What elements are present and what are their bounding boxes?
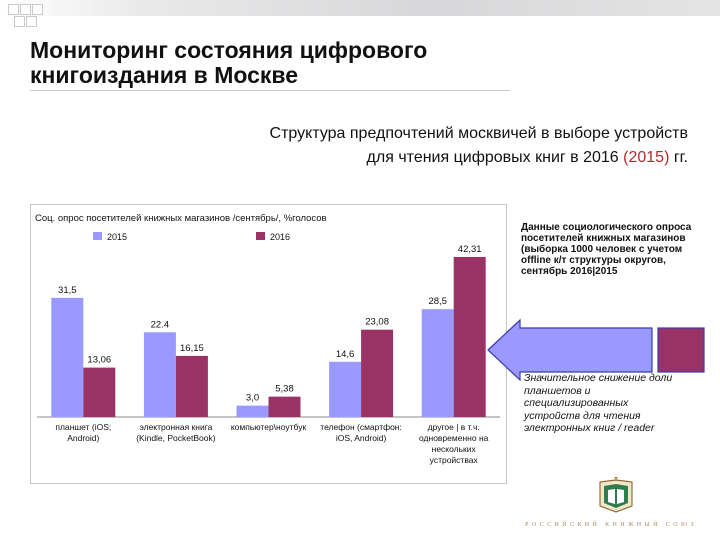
subtitle-year-2015: (2015)	[623, 149, 670, 166]
legend-label: 2015	[107, 232, 127, 242]
decorative-square	[32, 4, 43, 15]
subtitle-line-1: Структура предпочтений москвичей в выбор…	[269, 125, 688, 142]
category-label: телефон (смартфон:	[320, 422, 402, 432]
category-label: электронная книга	[139, 422, 212, 432]
bar	[143, 332, 176, 417]
chart-canvas: Соц. опрос посетителей книжных магазинов…	[35, 213, 500, 465]
decorative-header-bar	[0, 0, 720, 16]
slide-title: Мониторинг состояния цифрового книгоизда…	[30, 37, 428, 88]
data-label: 14,6	[336, 349, 355, 360]
survey-bar-chart: Соц. опрос посетителей книжных магазинов…	[30, 204, 507, 484]
decorative-square	[8, 4, 19, 15]
category-label: нескольких	[432, 444, 477, 454]
legend-swatch-2016	[657, 327, 705, 373]
bar	[421, 309, 454, 417]
category-label: Android)	[67, 433, 99, 443]
bar	[51, 297, 84, 417]
survey-source-note: Данные социологического опроса посетител…	[521, 222, 692, 277]
data-label: 5,38	[275, 384, 294, 395]
legend-label: 2016	[270, 232, 290, 242]
bar	[236, 405, 269, 417]
legend-swatch	[93, 232, 102, 240]
category-label: устройствах	[430, 455, 479, 465]
data-label: 22.4	[151, 319, 170, 330]
data-label: 16,15	[180, 343, 204, 354]
bar	[329, 361, 362, 417]
decline-note: Значительное снижение доли планшетов и с…	[524, 372, 673, 434]
category-label: другое | в т.ч.	[428, 422, 480, 432]
book-emblem-icon	[594, 476, 638, 516]
category-label: компьютер\ноутбук	[231, 422, 307, 432]
left-arrow-icon	[486, 318, 706, 382]
decorative-square	[14, 16, 25, 27]
data-label: 13,06	[87, 355, 111, 366]
bar	[83, 367, 116, 417]
subtitle-text: для чтения цифровых книг в 2016	[366, 149, 624, 166]
bar	[268, 396, 301, 417]
bar	[453, 256, 486, 417]
data-label: 28,5	[428, 296, 447, 307]
slide-subtitle: Структура предпочтений москвичей в выбор…	[128, 122, 688, 170]
category-label: (Kindle, PocketBook)	[136, 433, 216, 443]
decorative-square	[26, 16, 37, 27]
category-label: одновременно на	[419, 433, 489, 443]
category-label: планшет (iOS;	[55, 422, 111, 432]
data-label: 31,5	[58, 285, 77, 296]
title-underline	[30, 90, 510, 91]
category-label: iOS, Android)	[336, 433, 387, 443]
bar	[361, 329, 394, 417]
bar	[175, 355, 208, 417]
publisher-name: РОССИЙСКИЙ КНИЖНЫЙ СОЮЗ	[525, 522, 697, 528]
subtitle-suffix: гг.	[669, 149, 688, 166]
chart-title: Соц. опрос посетителей книжных магазинов…	[35, 213, 327, 224]
legend-swatch	[256, 232, 265, 240]
data-label: 42,31	[458, 244, 482, 255]
arrow-shape	[487, 318, 653, 382]
data-label: 3,0	[246, 393, 259, 404]
data-label: 23,08	[365, 317, 389, 328]
decorative-square	[20, 4, 31, 15]
subtitle-line-2: для чтения цифровых книг в 2016 (2015) г…	[128, 146, 688, 170]
